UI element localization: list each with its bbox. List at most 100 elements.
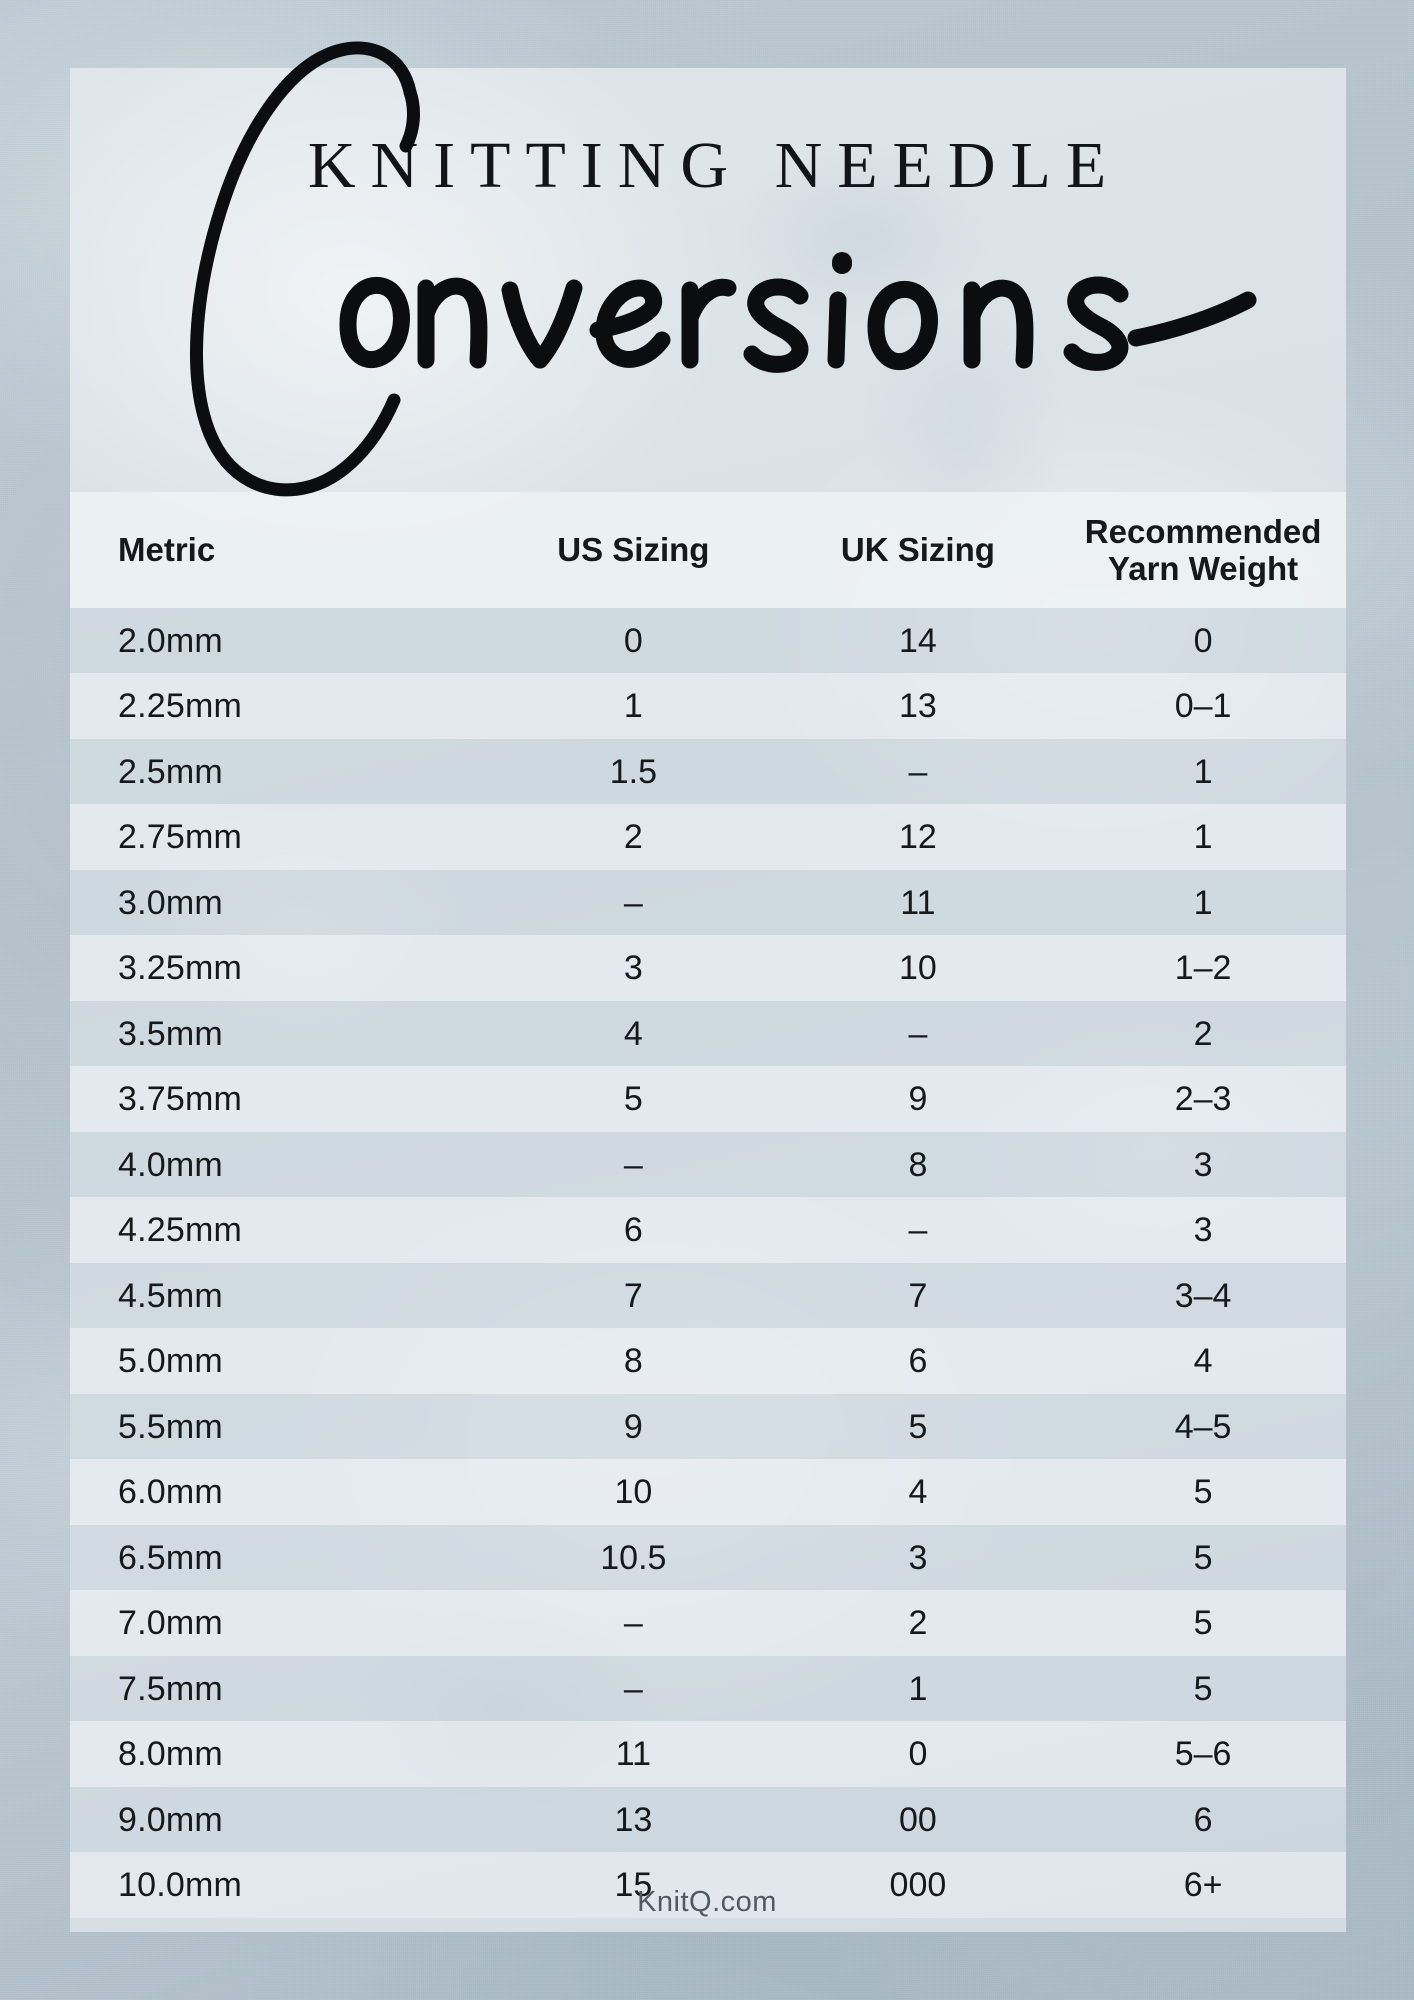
cell-us-size: 10 bbox=[491, 1459, 776, 1525]
cell-yarn-weight: 1 bbox=[1060, 738, 1346, 805]
cell-yarn-weight: 1 bbox=[1060, 869, 1346, 936]
cell-metric: 2.0mm bbox=[70, 607, 492, 674]
cell-us-size: 1.5 bbox=[491, 738, 776, 805]
table-body: 2.0mm 0 14 0 2.25mm 1 13 0–1 2.5mm 1.5–1 2.75mm 2 12… bbox=[70, 607, 1346, 1918]
cell-yarn-weight: 3–4 bbox=[1060, 1262, 1346, 1329]
cell-yarn-weight: 6 bbox=[1060, 1786, 1346, 1853]
cell-uk-size: – bbox=[775, 1197, 1061, 1263]
cell-metric: 2.5mm bbox=[70, 738, 492, 805]
cell-us-size: 1 bbox=[491, 673, 776, 739]
column-header-yarn-weight: Recommended Yarn Weight bbox=[1060, 492, 1346, 608]
cell-uk-size: 11 bbox=[775, 869, 1061, 936]
cell-us-size: – bbox=[491, 869, 776, 936]
column-header-us-sizing: US Sizing bbox=[491, 492, 776, 608]
table-header: Metric US Sizing UK Sizing Recommended Y… bbox=[70, 492, 1346, 608]
script-initial-c-icon bbox=[190, 41, 420, 497]
cell-uk-size: 12 bbox=[775, 804, 1061, 870]
cell-metric: 7.5mm bbox=[70, 1655, 492, 1722]
cell-metric: 2.25mm bbox=[70, 673, 492, 739]
cell-yarn-weight: 0 bbox=[1060, 607, 1346, 674]
table-row: 8.0mm 11 0 5–6 bbox=[70, 1721, 1346, 1787]
cell-us-size: 7 bbox=[491, 1262, 776, 1329]
cell-us-size: 5 bbox=[491, 1066, 776, 1132]
table-row: 3.25mm 3 10 1–2 bbox=[70, 935, 1346, 1001]
cell-us-size: 6 bbox=[491, 1197, 776, 1263]
column-header-uk-sizing: UK Sizing bbox=[775, 492, 1061, 608]
cell-uk-size: 7 bbox=[775, 1262, 1061, 1329]
table-row: 7.5mm –1 5 bbox=[70, 1655, 1346, 1722]
cell-uk-size: 10 bbox=[775, 935, 1061, 1001]
cell-uk-size: 4 bbox=[775, 1459, 1061, 1525]
cell-uk-size: – bbox=[775, 1000, 1061, 1067]
conversion-table-container: Metric US Sizing UK Sizing Recommended Y… bbox=[70, 492, 1346, 1918]
cell-metric: 6.0mm bbox=[70, 1459, 492, 1525]
cell-yarn-weight: 2–3 bbox=[1060, 1066, 1346, 1132]
cell-yarn-weight: 5 bbox=[1060, 1590, 1346, 1656]
table-row: 9.0mm 13 00 6 bbox=[70, 1786, 1346, 1853]
cell-metric: 10.0mm bbox=[70, 1852, 492, 1918]
cell-us-size: 15 bbox=[491, 1852, 776, 1918]
footer-attribution: KnitQ.com bbox=[637, 1886, 777, 1918]
cell-metric: 3.5mm bbox=[70, 1000, 492, 1067]
title-block: KNITTING NEEDLE bbox=[0, 0, 1414, 497]
cell-metric: 4.0mm bbox=[70, 1131, 492, 1198]
cell-yarn-weight: 2 bbox=[1060, 1000, 1346, 1067]
cell-uk-size: 3 bbox=[775, 1524, 1061, 1591]
table-row: 3.75mm 5 9 2–3 bbox=[70, 1066, 1346, 1132]
cell-yarn-weight: 3 bbox=[1060, 1197, 1346, 1263]
cell-uk-size: 00 bbox=[775, 1786, 1061, 1853]
cell-us-size: – bbox=[491, 1590, 776, 1656]
table-row: 7.0mm –2 5 bbox=[70, 1590, 1346, 1656]
table-row: 4.5mm 7 7 3–4 bbox=[70, 1262, 1346, 1329]
cell-yarn-weight: 0–1 bbox=[1060, 673, 1346, 739]
table-row: 2.5mm 1.5–1 bbox=[70, 738, 1346, 805]
cell-uk-size: 0 bbox=[775, 1721, 1061, 1787]
cell-us-size: 0 bbox=[491, 607, 776, 674]
cell-uk-size: 8 bbox=[775, 1131, 1061, 1198]
cell-yarn-weight: 5–6 bbox=[1060, 1721, 1346, 1787]
cell-uk-size: 6 bbox=[775, 1328, 1061, 1394]
table-row: 5.5mm 9 5 4–5 bbox=[70, 1393, 1346, 1460]
cell-us-size: 3 bbox=[491, 935, 776, 1001]
cell-uk-size: 9 bbox=[775, 1066, 1061, 1132]
cell-us-size: – bbox=[491, 1655, 776, 1722]
table-header-row: Metric US Sizing UK Sizing Recommended Y… bbox=[70, 492, 1346, 608]
cell-yarn-weight: 6+ bbox=[1060, 1852, 1346, 1918]
cell-yarn-weight: 1 bbox=[1060, 804, 1346, 870]
cell-yarn-weight: 4–5 bbox=[1060, 1393, 1346, 1460]
cell-yarn-weight: 5 bbox=[1060, 1655, 1346, 1722]
cell-us-size: 9 bbox=[491, 1393, 776, 1460]
table-row: 2.0mm 0 14 0 bbox=[70, 607, 1346, 674]
cell-us-size: – bbox=[491, 1131, 776, 1198]
cell-uk-size: 2 bbox=[775, 1590, 1061, 1656]
cell-us-size: 11 bbox=[491, 1721, 776, 1787]
cell-metric: 9.0mm bbox=[70, 1786, 492, 1853]
cell-uk-size: 5 bbox=[775, 1393, 1061, 1460]
table-row: 4.25mm 6–3 bbox=[70, 1197, 1346, 1263]
cell-yarn-weight: 5 bbox=[1060, 1524, 1346, 1591]
cell-yarn-weight: 5 bbox=[1060, 1459, 1346, 1525]
table-row: 3.0mm –11 1 bbox=[70, 869, 1346, 936]
cell-metric: 4.25mm bbox=[70, 1197, 492, 1263]
cell-yarn-weight: 3 bbox=[1060, 1131, 1346, 1198]
cell-us-size: 10.5 bbox=[491, 1524, 776, 1591]
cell-uk-size: 1 bbox=[775, 1655, 1061, 1722]
column-header-yarn-weight-line1: Recommended bbox=[1084, 513, 1322, 550]
script-word-conversions bbox=[339, 252, 1257, 373]
cell-uk-size: 13 bbox=[775, 673, 1061, 739]
table-row: 2.75mm 2 12 1 bbox=[70, 804, 1346, 870]
needle-conversion-table: Metric US Sizing UK Sizing Recommended Y… bbox=[70, 492, 1346, 1918]
cell-metric: 3.75mm bbox=[70, 1066, 492, 1132]
cell-metric: 8.0mm bbox=[70, 1721, 492, 1787]
table-row: 4.0mm –8 3 bbox=[70, 1131, 1346, 1198]
table-row: 2.25mm 1 13 0–1 bbox=[70, 673, 1346, 739]
cell-metric: 7.0mm bbox=[70, 1590, 492, 1656]
column-header-yarn-weight-line2: Yarn Weight bbox=[1108, 549, 1299, 587]
cell-us-size: 13 bbox=[491, 1786, 776, 1853]
cell-us-size: 2 bbox=[491, 804, 776, 870]
table-row: 6.5mm 10.5 3 5 bbox=[70, 1524, 1346, 1591]
table-row: 6.0mm 10 4 5 bbox=[70, 1459, 1346, 1525]
cell-metric: 5.5mm bbox=[70, 1393, 492, 1460]
cell-metric: 5.0mm bbox=[70, 1328, 492, 1394]
cell-metric: 6.5mm bbox=[70, 1524, 492, 1591]
